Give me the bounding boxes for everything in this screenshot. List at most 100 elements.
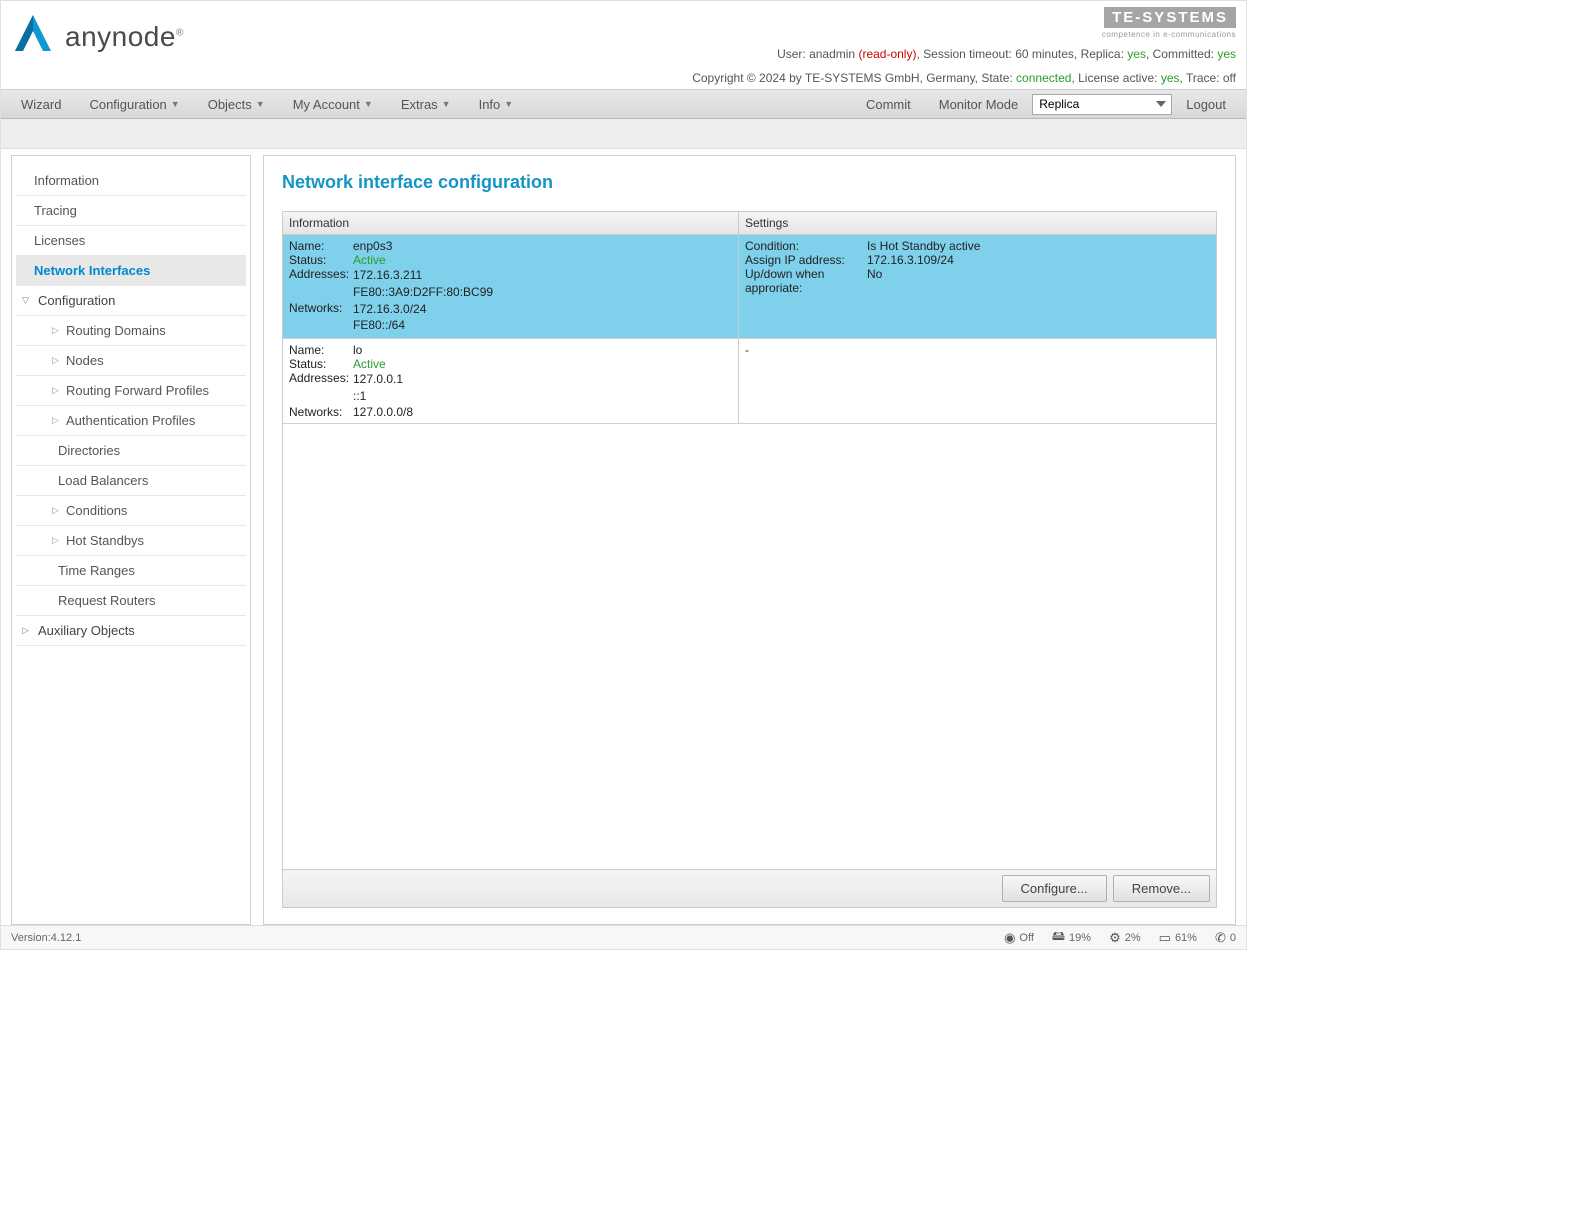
value-networks: 172.16.3.0/24 FE80::/64 xyxy=(353,301,732,335)
sidebar-item-time-ranges[interactable]: Time Ranges xyxy=(16,556,246,586)
footer-rec: ◉ Off xyxy=(1004,930,1034,946)
label-condition: Condition: xyxy=(745,239,867,253)
logo-text: anynode® xyxy=(65,21,184,53)
label-updown: Up/down when approriate: xyxy=(745,267,867,295)
sidebar-item-nodes[interactable]: ▷Nodes xyxy=(16,346,246,376)
value-name: lo xyxy=(353,343,732,357)
tree-arrow-icon: ▷ xyxy=(52,325,60,336)
content-panel: Network interface configuration Informat… xyxy=(263,155,1236,925)
caret-down-icon: ▼ xyxy=(504,99,513,109)
tree-caret-down-icon: ▽ xyxy=(22,295,32,306)
col-header-settings: Settings xyxy=(739,212,1216,234)
label-addresses: Addresses: xyxy=(289,267,353,301)
interface-row-enp0s3[interactable]: Name: enp0s3 Status: Active Addresses: 1… xyxy=(283,235,1216,339)
tree-caret-right-icon: ▷ xyxy=(22,625,32,636)
header: anynode® TE-SYSTEMS competence in e-comm… xyxy=(1,1,1246,89)
brand-logo: TE-SYSTEMS xyxy=(1104,7,1236,28)
main-area: Information Tracing Licenses Network Int… xyxy=(1,149,1246,935)
menu-my-account[interactable]: My Account▼ xyxy=(279,91,387,118)
sidebar-item-hot-standbys[interactable]: ▷Hot Standbys xyxy=(16,526,246,556)
caret-down-icon: ▼ xyxy=(364,99,373,109)
phone-icon: ✆ xyxy=(1215,930,1226,946)
configure-button[interactable]: Configure... xyxy=(1002,875,1107,902)
tree-arrow-icon: ▷ xyxy=(52,505,60,516)
label-name: Name: xyxy=(289,239,353,253)
value-status: Active xyxy=(353,357,732,371)
interface-table: Information Settings Name: enp0s3 Status… xyxy=(282,211,1217,908)
sidebar: Information Tracing Licenses Network Int… xyxy=(11,155,251,925)
sidebar-item-conditions[interactable]: ▷Conditions xyxy=(16,496,246,526)
sidebar-item-auth-profiles[interactable]: ▷Authentication Profiles xyxy=(16,406,246,436)
caret-down-icon: ▼ xyxy=(442,99,451,109)
remove-button[interactable]: Remove... xyxy=(1113,875,1210,902)
table-body: Name: enp0s3 Status: Active Addresses: 1… xyxy=(283,235,1216,869)
tree-arrow-icon: ▷ xyxy=(52,355,60,366)
anynode-logo-icon xyxy=(11,13,55,61)
footer-disk: 🖴 19% xyxy=(1052,927,1091,949)
label-networks: Networks: xyxy=(289,405,353,419)
table-header: Information Settings xyxy=(283,212,1216,235)
version-value: 4.12.1 xyxy=(51,932,82,944)
page-title: Network interface configuration xyxy=(282,172,1217,193)
col-header-information: Information xyxy=(283,212,739,234)
sidebar-item-request-routers[interactable]: Request Routers xyxy=(16,586,246,616)
replica-select[interactable]: Replica xyxy=(1032,94,1172,115)
cpu-icon: ⚙ xyxy=(1109,930,1121,946)
value-status: Active xyxy=(353,253,732,267)
caret-down-icon: ▼ xyxy=(171,99,180,109)
table-footer: Configure... Remove... xyxy=(283,869,1216,907)
caret-down-icon: ▼ xyxy=(256,99,265,109)
value-assign-ip: 172.16.3.109/24 xyxy=(867,253,1210,267)
menu-objects[interactable]: Objects▼ xyxy=(194,91,279,118)
label-name: Name: xyxy=(289,343,353,357)
value-addresses: 127.0.0.1 ::1 xyxy=(353,371,732,405)
footer-calls: ✆ 0 xyxy=(1215,930,1236,946)
memory-icon: ▭ xyxy=(1159,930,1171,946)
brand-tagline: competence in e-communications xyxy=(692,30,1236,39)
menu-wizard[interactable]: Wizard xyxy=(7,91,75,118)
menu-commit[interactable]: Commit xyxy=(852,91,925,118)
footer-statusbar: Version: 4.12.1 ◉ Off 🖴 19% ⚙ 2% ▭ 61% ✆… xyxy=(1,925,1246,949)
menu-logout[interactable]: Logout xyxy=(1172,91,1240,118)
sidebar-item-load-balancers[interactable]: Load Balancers xyxy=(16,466,246,496)
sidebar-group-configuration[interactable]: ▽Configuration xyxy=(16,286,246,316)
sidebar-item-routing-domains[interactable]: ▷Routing Domains xyxy=(16,316,246,346)
tree-arrow-icon: ▷ xyxy=(52,535,60,546)
sidebar-item-directories[interactable]: Directories xyxy=(16,436,246,466)
status-line-1: User: anadmin (read-only), Session timeo… xyxy=(692,45,1236,63)
status-line-2: Copyright © 2024 by TE-SYSTEMS GmbH, Ger… xyxy=(692,69,1236,87)
value-settings: - xyxy=(745,343,749,357)
footer-cpu: ⚙ 2% xyxy=(1109,930,1141,946)
tree-arrow-icon: ▷ xyxy=(52,415,60,426)
footer-memory: ▭ 61% xyxy=(1159,930,1197,946)
sidebar-group-auxiliary-objects[interactable]: ▷Auxiliary Objects xyxy=(16,616,246,646)
value-networks: 127.0.0.0/8 xyxy=(353,405,732,419)
label-assign-ip: Assign IP address: xyxy=(745,253,867,267)
label-addresses: Addresses: xyxy=(289,371,353,405)
menubar: Wizard Configuration▼ Objects▼ My Accoun… xyxy=(1,89,1246,119)
version-label: Version: xyxy=(11,932,51,944)
sidebar-item-tracing[interactable]: Tracing xyxy=(16,196,246,226)
menu-info[interactable]: Info▼ xyxy=(465,91,528,118)
menu-extras[interactable]: Extras▼ xyxy=(387,91,465,118)
value-updown: No xyxy=(867,267,1210,295)
sidebar-item-network-interfaces[interactable]: Network Interfaces xyxy=(16,256,246,286)
sidebar-item-licenses[interactable]: Licenses xyxy=(16,226,246,256)
label-status: Status: xyxy=(289,357,353,371)
sub-toolbar-strip xyxy=(1,119,1246,149)
label-status: Status: xyxy=(289,253,353,267)
label-networks: Networks: xyxy=(289,301,353,335)
tree-arrow-icon: ▷ xyxy=(52,385,60,396)
menu-configuration[interactable]: Configuration▼ xyxy=(75,91,193,118)
logo-area: anynode® xyxy=(11,7,184,61)
disk-icon: 🖴 xyxy=(1052,927,1065,949)
record-icon: ◉ xyxy=(1004,930,1015,946)
value-condition: Is Hot Standby active xyxy=(867,239,1210,253)
value-addresses: 172.16.3.211 FE80::3A9:D2FF:80:BC99 xyxy=(353,267,732,301)
menu-monitor-mode[interactable]: Monitor Mode xyxy=(925,91,1032,118)
sidebar-item-routing-forward-profiles[interactable]: ▷Routing Forward Profiles xyxy=(16,376,246,406)
header-right: TE-SYSTEMS competence in e-communication… xyxy=(692,7,1236,87)
value-name: enp0s3 xyxy=(353,239,732,253)
sidebar-item-information[interactable]: Information xyxy=(16,166,246,196)
interface-row-lo[interactable]: Name: lo Status: Active Addresses: 127.0… xyxy=(283,339,1216,424)
